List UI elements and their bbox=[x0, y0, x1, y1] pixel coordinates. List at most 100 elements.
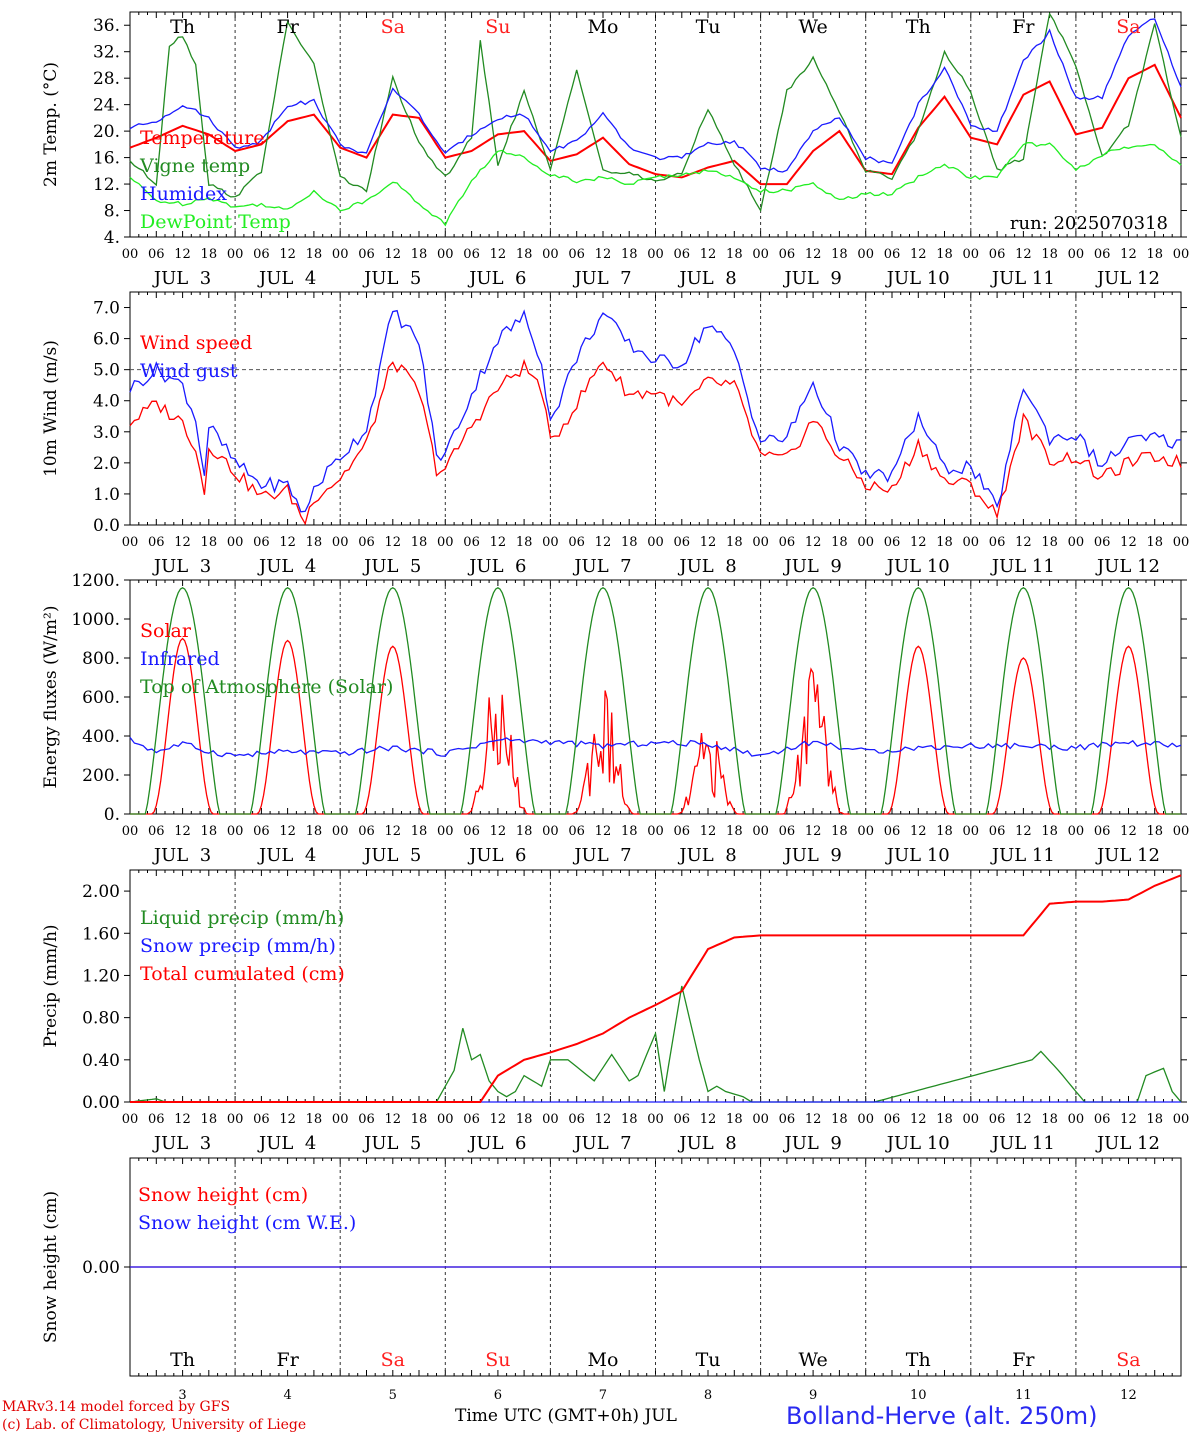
x-hour-label: 00 bbox=[1173, 1112, 1190, 1127]
x-hour-label: 00 bbox=[227, 535, 244, 550]
x-hour-label: 00 bbox=[647, 824, 664, 839]
x-hour-label: 18 bbox=[726, 247, 743, 262]
weekday-label: Fr bbox=[1012, 1349, 1035, 1371]
x-hour-label: 18 bbox=[621, 535, 638, 550]
x-hour-label: 12 bbox=[595, 535, 612, 550]
x-hour-label: 18 bbox=[936, 1112, 953, 1127]
x-hour-label: 12 bbox=[1015, 1112, 1032, 1127]
legend-entry: Infrared bbox=[140, 648, 220, 670]
y-tick-label: 800. bbox=[82, 649, 120, 669]
footer-credits: MARv3.14 model forced by GFS (c) Lab. of… bbox=[2, 1398, 306, 1434]
x-hour-label: 00 bbox=[1068, 1112, 1085, 1127]
weekday-label: Mo bbox=[587, 1349, 618, 1371]
x-hour-label: 18 bbox=[621, 247, 638, 262]
legend-entry: Humidex bbox=[140, 183, 227, 205]
x-hour-label: 12 bbox=[595, 1112, 612, 1127]
y-tick-label: 7.0 bbox=[93, 299, 120, 319]
x-hour-label: 18 bbox=[411, 824, 428, 839]
x-hour-label: 00 bbox=[542, 247, 559, 262]
x-hour-label: 00 bbox=[227, 1112, 244, 1127]
day-number-label: 4 bbox=[284, 1388, 292, 1403]
weekday-label: Sa bbox=[381, 1349, 405, 1371]
x-hour-label: 00 bbox=[963, 1112, 980, 1127]
x-hour-label: 18 bbox=[516, 247, 533, 262]
x-day-label: JUL 11 bbox=[990, 1133, 1055, 1154]
x-hour-label: 06 bbox=[568, 247, 585, 262]
x-hour-label: 12 bbox=[700, 247, 717, 262]
x-day-label: JUL 6 bbox=[467, 1133, 526, 1154]
x-hour-label: 00 bbox=[857, 535, 874, 550]
x-hour-label: 12 bbox=[384, 247, 401, 262]
weekday-label: Fr bbox=[277, 16, 300, 38]
x-day-label: JUL 4 bbox=[257, 556, 316, 577]
x-hour-label: 18 bbox=[936, 247, 953, 262]
y-tick-label: 600. bbox=[82, 688, 120, 708]
x-hour-label: 18 bbox=[1041, 247, 1058, 262]
x-hour-label: 06 bbox=[148, 824, 165, 839]
x-day-label: JUL 9 bbox=[783, 268, 842, 289]
x-day-label: JUL 3 bbox=[152, 1133, 211, 1154]
x-hour-label: 12 bbox=[384, 824, 401, 839]
x-hour-label: 06 bbox=[148, 1112, 165, 1127]
x-hour-label: 06 bbox=[989, 535, 1006, 550]
x-hour-label: 12 bbox=[805, 247, 822, 262]
y-tick-label: 4. bbox=[104, 228, 120, 248]
x-hour-label: 06 bbox=[358, 1112, 375, 1127]
x-hour-label: 12 bbox=[805, 535, 822, 550]
x-day-label: JUL 8 bbox=[677, 268, 736, 289]
x-hour-label: 00 bbox=[227, 824, 244, 839]
x-hour-label: 18 bbox=[1146, 1112, 1163, 1127]
x-day-label: JUL 8 bbox=[677, 556, 736, 577]
x-hour-label: 06 bbox=[253, 1112, 270, 1127]
x-hour-label: 12 bbox=[490, 247, 507, 262]
x-hour-label: 12 bbox=[384, 535, 401, 550]
x-hour-label: 18 bbox=[1041, 824, 1058, 839]
x-day-label: JUL 4 bbox=[257, 845, 316, 866]
x-hour-label: 12 bbox=[279, 247, 296, 262]
legend-entry: Snow precip (mm/h) bbox=[140, 935, 336, 957]
x-hour-label: 18 bbox=[411, 1112, 428, 1127]
x-hour-label: 18 bbox=[621, 1112, 638, 1127]
x-day-label: JUL 6 bbox=[467, 268, 526, 289]
y-tick-label: 3.0 bbox=[93, 423, 120, 443]
x-hour-label: 00 bbox=[542, 824, 559, 839]
x-hour-label: 06 bbox=[779, 1112, 796, 1127]
x-day-label: JUL 11 bbox=[990, 268, 1055, 289]
x-day-label: JUL 9 bbox=[783, 845, 842, 866]
weekday-label: Tu bbox=[696, 1349, 721, 1371]
weekday-label: Th bbox=[906, 16, 931, 38]
x-hour-label: 12 bbox=[910, 824, 927, 839]
weekday-label: Sa bbox=[1116, 16, 1140, 38]
x-day-label: JUL 7 bbox=[572, 845, 631, 866]
x-hour-label: 06 bbox=[463, 535, 480, 550]
plot-frame bbox=[129, 11, 1182, 238]
x-hour-label: 12 bbox=[279, 824, 296, 839]
x-hour-label: 18 bbox=[411, 247, 428, 262]
weekday-label: Su bbox=[485, 16, 510, 38]
x-hour-label: 12 bbox=[174, 1112, 191, 1127]
legend-entry: Temperature bbox=[140, 127, 264, 149]
y-tick-label: 24. bbox=[93, 96, 120, 116]
x-hour-label: 12 bbox=[595, 824, 612, 839]
x-hour-label: 00 bbox=[1068, 824, 1085, 839]
x-hour-label: 00 bbox=[752, 824, 769, 839]
x-day-label: JUL 9 bbox=[783, 556, 842, 577]
x-hour-label: 00 bbox=[647, 247, 664, 262]
legend-entry: Wind speed bbox=[140, 332, 252, 354]
x-day-label: JUL 4 bbox=[257, 268, 316, 289]
series-line-wind-speed bbox=[129, 358, 1182, 526]
x-hour-label: 18 bbox=[831, 247, 848, 262]
weekday-label: Su bbox=[485, 1349, 510, 1371]
x-hour-label: 00 bbox=[1173, 535, 1190, 550]
x-hour-label: 18 bbox=[831, 1112, 848, 1127]
y-tick-label: 0.00 bbox=[82, 1258, 120, 1278]
x-hour-label: 06 bbox=[674, 824, 691, 839]
x-hour-label: 00 bbox=[752, 247, 769, 262]
x-hour-label: 06 bbox=[463, 1112, 480, 1127]
x-hour-label: 12 bbox=[384, 1112, 401, 1127]
series-line-vigne-temp bbox=[129, 12, 1182, 213]
x-hour-label: 18 bbox=[201, 824, 218, 839]
x-hour-label: 18 bbox=[516, 1112, 533, 1127]
x-day-label: JUL 5 bbox=[362, 556, 421, 577]
